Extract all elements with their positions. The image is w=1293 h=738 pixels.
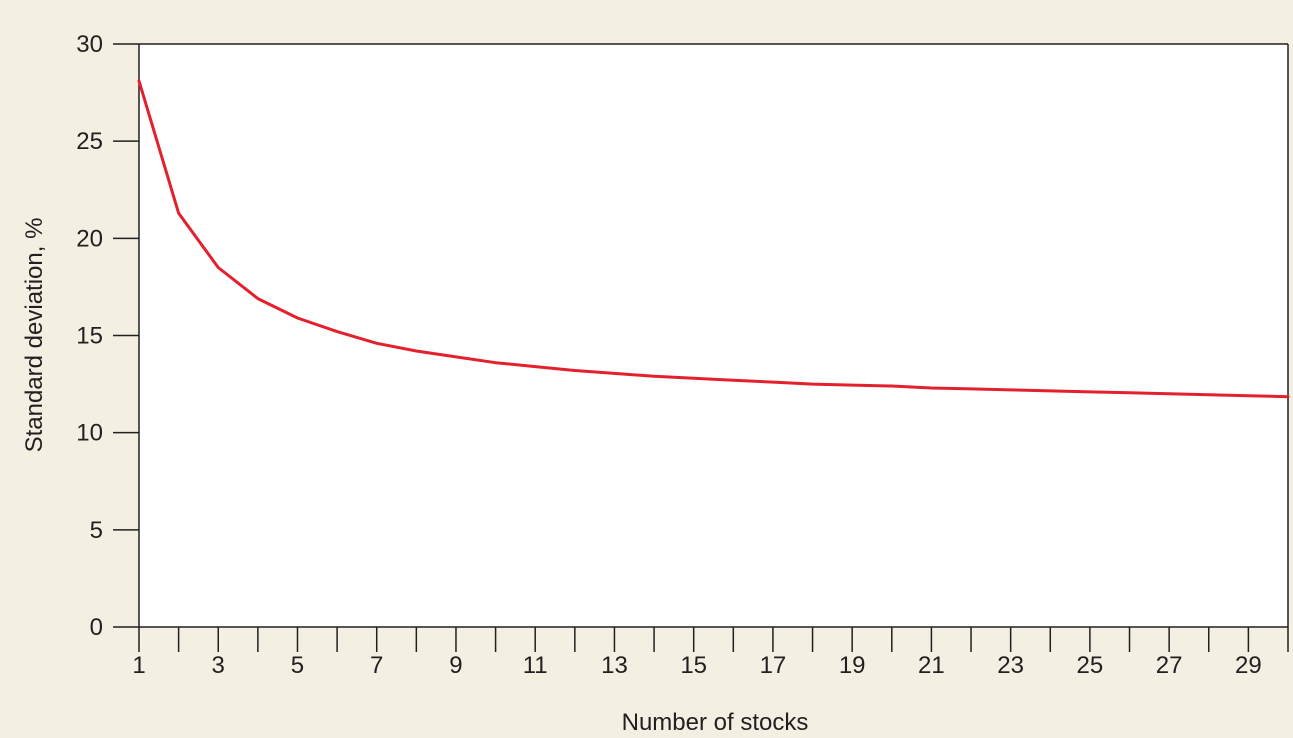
x-tick-label: 29: [1235, 652, 1262, 679]
x-tick-label: 13: [601, 652, 628, 679]
y-tick-label: 15: [76, 323, 103, 350]
plot-background: [139, 44, 1288, 627]
x-tick-label: 17: [760, 652, 787, 679]
x-tick-label: 1: [132, 652, 145, 679]
y-axis-label: Standard deviation, %: [21, 218, 48, 453]
x-tick-label: 19: [839, 652, 866, 679]
x-tick-label: 9: [449, 652, 462, 679]
x-tick-label: 23: [997, 652, 1024, 679]
x-tick-label: 5: [291, 652, 304, 679]
y-tick-label: 20: [76, 225, 103, 252]
x-tick-label: 3: [212, 652, 225, 679]
y-tick-label: 5: [90, 517, 103, 544]
x-axis-label: Number of stocks: [622, 709, 809, 736]
y-tick-label: 25: [76, 128, 103, 155]
x-tick-label: 15: [680, 652, 707, 679]
series-line: [137, 79, 1290, 399]
y-tick-label: 10: [76, 420, 103, 447]
x-tick-label: 11: [523, 652, 548, 679]
x-tick-label: 7: [370, 652, 383, 679]
x-tick-label: 25: [1077, 652, 1104, 679]
x-tick-label: 27: [1156, 652, 1183, 679]
y-tick-label: 30: [76, 31, 103, 58]
x-tick-label: 21: [918, 652, 945, 679]
y-tick-label: 0: [90, 614, 103, 641]
